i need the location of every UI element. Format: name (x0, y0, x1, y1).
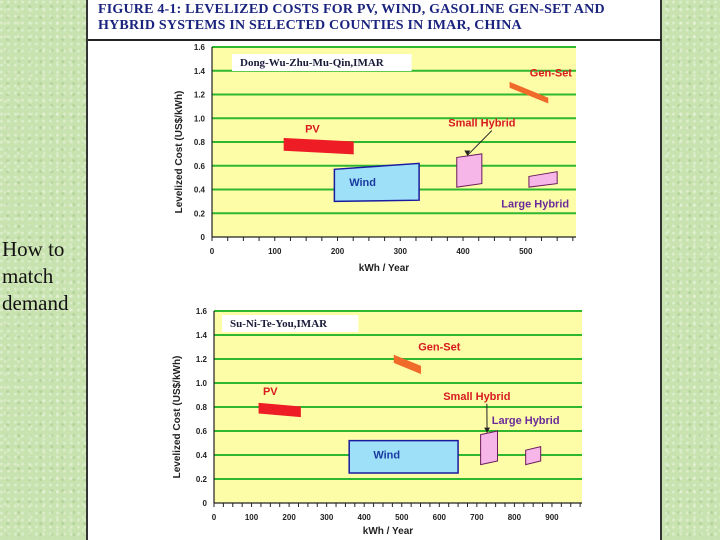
y-tick-label: 1.2 (194, 91, 206, 100)
series-mark-pv (283, 137, 354, 155)
x-tick-label: 100 (268, 247, 282, 256)
series-label-gen-set: Gen-Set (530, 68, 573, 80)
series-label-large-hybrid: Large Hybrid (501, 198, 569, 210)
y-tick-label: 1.0 (196, 379, 208, 388)
side-text-line: How to (2, 237, 65, 261)
y-tick-label: 0.8 (196, 403, 208, 412)
series-mark-large-hybrid (528, 171, 558, 188)
figure-title-line: HYBRID SYSTEMS IN SELECTED COUNTIES IN I… (98, 18, 522, 33)
x-tick-label: 0 (212, 513, 217, 522)
side-text-line: match (2, 264, 54, 288)
x-tick-label: 400 (456, 247, 470, 256)
series-label-small-hybrid: Small Hybrid (443, 391, 510, 403)
y-tick-label: 0.8 (194, 138, 206, 147)
x-tick-label: 300 (394, 247, 408, 256)
y-tick-label: 1.4 (196, 331, 208, 340)
y-tick-label: 0.4 (194, 186, 206, 195)
plot-title-backing (222, 315, 359, 332)
y-tick-label: 0.6 (196, 427, 208, 436)
y-tick-label: 0 (203, 499, 208, 508)
title-divider (88, 39, 662, 41)
x-tick-label: 500 (519, 247, 533, 256)
y-tick-label: 1.0 (194, 114, 206, 123)
y-tick-label: 1.6 (196, 307, 208, 316)
x-tick-label: 100 (245, 513, 259, 522)
x-tick-label: 500 (395, 513, 409, 522)
x-axis-label: kWh / Year (359, 263, 410, 274)
series-mark-pv (258, 402, 301, 418)
figure-title: FIGURE 4-1: LEVELIZED COSTS FOR PV, WIND… (98, 2, 658, 34)
series-mark-gen-set (393, 354, 422, 375)
series-label-wind: Wind (349, 177, 376, 189)
slide-side-text: How to match demand (2, 236, 86, 317)
y-tick-label: 1.6 (194, 43, 206, 52)
series-label-pv: PV (263, 386, 278, 398)
y-tick-label: 1.4 (194, 67, 206, 76)
plot-title: Dong-Wu-Zhu-Mu-Qin,IMAR (240, 57, 385, 69)
series-mark-small-hybrid (480, 430, 499, 466)
y-tick-label: 0.4 (196, 451, 208, 460)
x-axis-label: kWh / Year (363, 526, 414, 537)
y-axis-label: Levelized Cost (US$/kWh) (174, 91, 185, 214)
y-axis-label: Levelized Cost (US$/kWh) (172, 356, 183, 479)
x-tick-label: 600 (433, 513, 447, 522)
x-tick-label: 700 (470, 513, 484, 522)
y-tick-label: 1.2 (196, 355, 208, 364)
y-tick-label: 0.2 (194, 209, 206, 218)
x-tick-label: 200 (331, 247, 345, 256)
x-tick-label: 400 (358, 513, 372, 522)
series-mark-wind (348, 439, 459, 474)
y-tick-label: 0.6 (194, 162, 206, 171)
y-tick-label: 0 (201, 233, 206, 242)
series-label-gen-set: Gen-Set (418, 342, 461, 354)
series-mark-gen-set (509, 81, 549, 104)
side-text-line: demand (2, 291, 69, 315)
figure-title-line: FIGURE 4-1: LEVELIZED COSTS FOR PV, WIND… (98, 2, 605, 17)
series-mark-large-hybrid (525, 445, 542, 466)
y-tick-label: 0.2 (196, 475, 208, 484)
pointer-line (466, 130, 493, 156)
x-tick-label: 0 (210, 247, 215, 256)
x-tick-label: 800 (508, 513, 522, 522)
series-label-pv: PV (305, 124, 320, 136)
series-mark-wind (333, 162, 420, 203)
series-label-large-hybrid: Large Hybrid (492, 415, 560, 427)
series-label-small-hybrid: Small Hybrid (448, 118, 515, 130)
series-mark-small-hybrid (456, 153, 483, 188)
plot-title: Su-Ni-Te-You,IMAR (230, 318, 328, 330)
pointer-arrowhead (464, 150, 471, 156)
series-label-wind: Wind (373, 450, 400, 462)
x-tick-label: 200 (282, 513, 296, 522)
pointer-arrowhead (484, 427, 491, 433)
x-tick-label: 300 (320, 513, 334, 522)
x-tick-label: 900 (545, 513, 559, 522)
plot-title-backing (232, 54, 412, 71)
